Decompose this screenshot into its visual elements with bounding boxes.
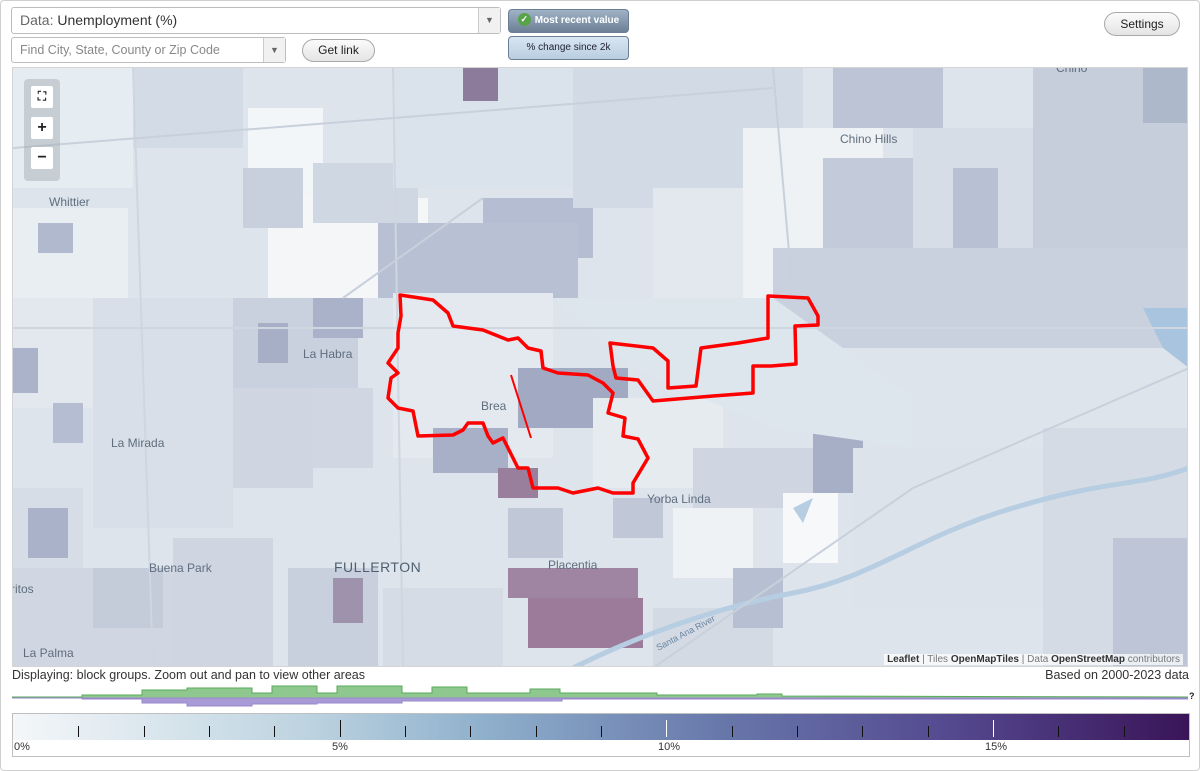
place-label-la-mirada: La Mirada xyxy=(111,436,165,450)
display-status: Displaying: block groups. Zoom out and p… xyxy=(12,668,365,682)
place-label-chino: Chino xyxy=(1056,67,1088,75)
data-range-status: Based on 2000-2023 data xyxy=(1045,668,1189,682)
legend-minor-tick xyxy=(732,726,733,737)
legend-tick-label: 0% xyxy=(14,741,30,753)
data-select-label: Data: xyxy=(20,12,54,28)
legend-minor-tick xyxy=(78,726,79,737)
chevron-down-icon[interactable]: ▼ xyxy=(478,8,500,33)
legend-major-tick xyxy=(340,720,341,737)
help-icon[interactable]: ? xyxy=(1189,691,1195,701)
histogram-negative xyxy=(12,697,1188,707)
place-label-fullerton: FULLERTON xyxy=(334,559,422,575)
legend-minor-tick xyxy=(1124,726,1125,737)
most-recent-label: Most recent value xyxy=(534,15,620,26)
distribution-histogram xyxy=(12,685,1188,707)
legend-tick-label: 10% xyxy=(658,741,681,753)
data-select-value: Unemployment (%) xyxy=(57,12,178,28)
percent-change-toggle[interactable]: % change since 2k xyxy=(508,36,629,60)
map-layer xyxy=(13,68,1187,666)
data-prefix: Data xyxy=(1027,654,1049,665)
selected-area-outline xyxy=(386,293,650,495)
place-label-buena-park: Buena Park xyxy=(149,561,212,575)
place-label-whittier: Whittier xyxy=(49,195,90,209)
legend-major-tick xyxy=(666,720,667,737)
place-label-la-habra: La Habra xyxy=(303,347,353,361)
legend-tick-label: 5% xyxy=(332,741,348,753)
legend-tick-label: 15% xyxy=(985,741,1008,753)
data-select[interactable]: Data: Unemployment (%) ▼ xyxy=(11,7,501,34)
zoom-control: ⛶ + − xyxy=(24,79,60,181)
tiles-prefix: Tiles xyxy=(927,654,949,665)
legend-minor-tick xyxy=(209,726,210,737)
legend-minor-tick xyxy=(1058,726,1059,737)
map-attribution: Leaflet | Tiles OpenMapTiles | Data Open… xyxy=(884,654,1183,665)
legend-minor-tick xyxy=(536,726,537,737)
place-label-ritos: ritos xyxy=(12,582,34,596)
zoom-in-icon[interactable]: + xyxy=(31,117,53,139)
legend-minor-tick xyxy=(274,726,275,737)
osm-link[interactable]: OpenStreetMap xyxy=(1051,654,1125,665)
location-search-input[interactable] xyxy=(12,38,262,62)
place-label-la-palma: La Palma xyxy=(23,646,74,660)
check-icon: ✓ xyxy=(517,12,531,26)
fullscreen-icon[interactable]: ⛶ xyxy=(31,86,53,108)
leaflet-link[interactable]: Leaflet xyxy=(887,654,920,665)
legend-minor-tick xyxy=(862,726,863,737)
histogram-positive xyxy=(12,685,1188,699)
search-dropdown-icon[interactable]: ▼ xyxy=(263,38,285,62)
color-legend: 0% 5% 10% 15% xyxy=(12,713,1190,757)
legend-minor-tick xyxy=(797,726,798,737)
legend-minor-tick xyxy=(928,726,929,737)
place-label-chino-hills: Chino Hills xyxy=(840,132,898,146)
legend-minor-tick xyxy=(405,726,406,737)
location-search[interactable]: ▼ xyxy=(11,37,286,63)
attrib-suffix: contributors xyxy=(1127,654,1180,665)
map-view[interactable]: Chino Chino Hills Whittier La Habra Brea… xyxy=(12,67,1188,667)
get-link-button[interactable]: Get link xyxy=(302,39,375,62)
legend-minor-tick xyxy=(470,726,471,737)
zoom-out-icon[interactable]: − xyxy=(31,147,53,169)
place-label-brea: Brea xyxy=(481,399,507,413)
tiles-link[interactable]: OpenMapTiles xyxy=(950,654,1019,665)
legend-major-tick xyxy=(993,720,994,737)
settings-button[interactable]: Settings xyxy=(1104,12,1180,36)
most-recent-toggle[interactable]: ✓ Most recent value xyxy=(508,9,629,33)
place-label-yorba-linda: Yorba Linda xyxy=(647,492,711,506)
legend-minor-tick xyxy=(601,726,602,737)
place-label-placentia: Placentia xyxy=(548,558,598,572)
selected-area-outline-east xyxy=(608,294,820,403)
legend-minor-tick xyxy=(144,726,145,737)
